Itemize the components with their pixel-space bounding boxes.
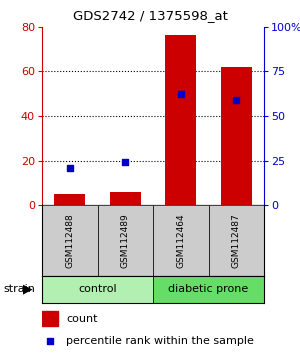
Point: [68, 165, 72, 171]
Text: diabetic prone: diabetic prone: [168, 284, 249, 295]
Text: strain: strain: [3, 284, 35, 295]
Text: GSM112489: GSM112489: [121, 213, 130, 268]
Point: [123, 160, 128, 165]
Text: GSM112488: GSM112488: [65, 213, 74, 268]
Point: [178, 92, 183, 97]
Bar: [153, 205, 208, 276]
Bar: [153, 276, 264, 303]
Bar: [42, 312, 58, 326]
Point: [47, 338, 52, 344]
Text: count: count: [66, 314, 98, 324]
Text: percentile rank within the sample: percentile rank within the sample: [66, 336, 254, 346]
Point: [234, 97, 239, 103]
Bar: [208, 205, 264, 276]
Bar: [166, 35, 196, 205]
Bar: [110, 192, 140, 205]
Bar: [98, 205, 153, 276]
Text: ▶: ▶: [23, 283, 32, 296]
Text: GSM112464: GSM112464: [176, 213, 185, 268]
Bar: [42, 205, 98, 276]
Bar: [221, 67, 251, 205]
Text: control: control: [78, 284, 117, 295]
Text: GDS2742 / 1375598_at: GDS2742 / 1375598_at: [73, 10, 227, 22]
Text: GSM112487: GSM112487: [232, 213, 241, 268]
Bar: [42, 276, 153, 303]
Bar: [55, 194, 85, 205]
